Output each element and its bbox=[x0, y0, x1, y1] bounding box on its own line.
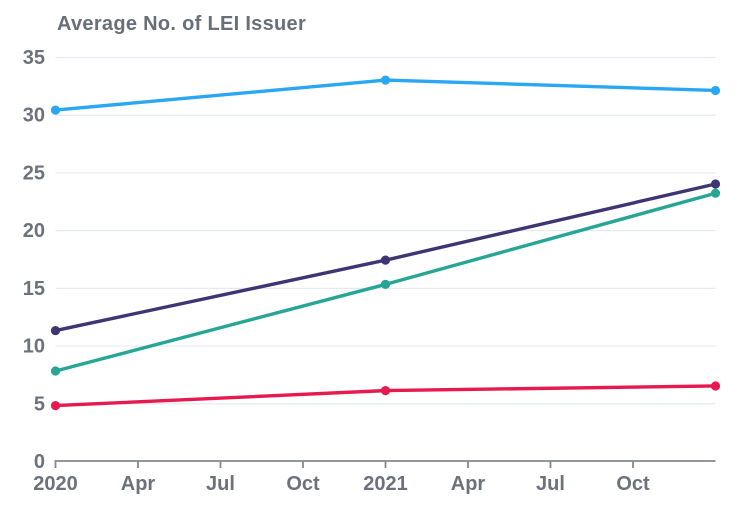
y-tick-label: 35 bbox=[23, 47, 45, 69]
crimson-line-data-point[interactable] bbox=[710, 381, 721, 391]
labels-group: 0 5 10 15 20 25 30 35 2020 Apr Jul Oct 2021 Apr Jul Oct bbox=[23, 47, 650, 495]
x-tick-label: Oct bbox=[616, 473, 650, 495]
x-tick-label: Apr bbox=[121, 473, 156, 495]
crimson-line-data-point[interactable] bbox=[380, 385, 391, 396]
y-tick-label: 25 bbox=[23, 162, 45, 184]
y-tick-label: 5 bbox=[34, 393, 45, 415]
x-tick-label: Oct bbox=[286, 473, 320, 495]
dark-purple-line-data-point[interactable] bbox=[380, 255, 391, 265]
x-tick-label: 2021 bbox=[363, 473, 408, 495]
y-tick-label: 0 bbox=[34, 451, 45, 473]
teal-line-data-point[interactable] bbox=[710, 188, 721, 198]
y-tick-label: 30 bbox=[23, 105, 45, 127]
y-tick-label: 10 bbox=[23, 336, 45, 358]
light-blue-line-data-point[interactable] bbox=[380, 75, 391, 85]
gridlines-group bbox=[55, 56, 716, 405]
y-tick-label: 20 bbox=[23, 220, 45, 242]
teal-line-data-point[interactable] bbox=[380, 279, 391, 289]
dark-purple-line-data-point[interactable] bbox=[710, 179, 721, 189]
x-tick-label: Jul bbox=[536, 473, 565, 495]
y-tick-label: 15 bbox=[23, 278, 45, 300]
chart-title: Average No. of LEI Issuer bbox=[57, 13, 307, 35]
light-blue-line-data-point[interactable] bbox=[710, 85, 721, 96]
x-tick-label: Apr bbox=[451, 473, 486, 495]
x-tick-label: 2020 bbox=[33, 473, 78, 495]
dark-purple-line-data-point[interactable] bbox=[50, 325, 61, 336]
series-group bbox=[50, 75, 721, 411]
x-tick-label: Jul bbox=[206, 473, 235, 495]
teal-line-data-point[interactable] bbox=[50, 366, 61, 376]
axis-group bbox=[54, 460, 716, 468]
crimson-line-data-point[interactable] bbox=[50, 400, 61, 411]
light-blue-line-data-point[interactable] bbox=[50, 105, 61, 115]
